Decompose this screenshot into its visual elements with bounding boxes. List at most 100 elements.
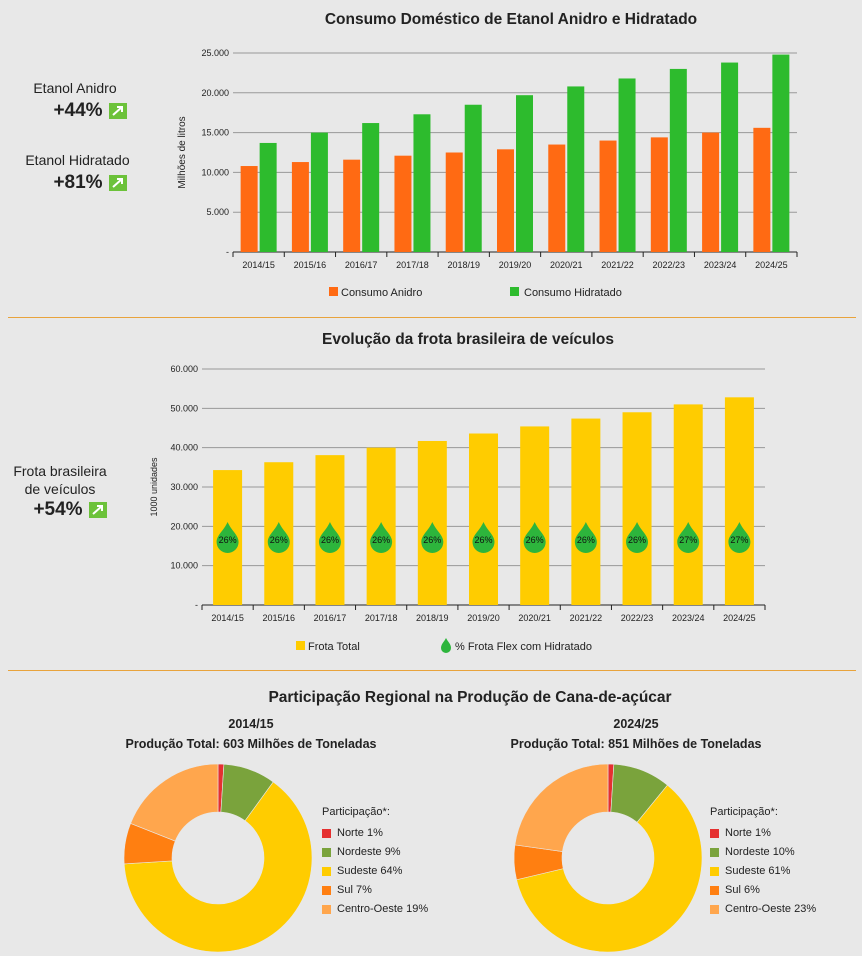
pie1-legend: Participação*: Norte 1% Nordeste 9% Sudeste…	[322, 806, 428, 922]
drop-icon	[472, 522, 495, 553]
growth-arrow-icon	[88, 502, 107, 518]
y-tick-label: 50.000	[170, 403, 198, 413]
y-tick-label: 20.000	[201, 88, 229, 98]
flex-pct-label: 27%	[730, 535, 748, 545]
pie1-year: 2014/15	[228, 717, 274, 731]
x-tick-label: 2020/21	[518, 613, 551, 623]
legend-swatch	[322, 866, 331, 876]
legend-item: Nordeste 10%	[710, 846, 816, 858]
legend-title: Participação*:	[710, 806, 778, 818]
frota-growth: +54%	[20, 499, 120, 521]
bar-anidro	[599, 140, 617, 252]
bar-frota	[673, 404, 703, 605]
frota-label-line1: Frota brasileira	[13, 463, 107, 479]
bar-frota	[724, 397, 754, 605]
x-tick-label: 2015/16	[262, 613, 295, 623]
frota-pct: +54%	[33, 499, 83, 520]
bar-frota	[571, 418, 601, 605]
x-tick-label: 2014/15	[211, 613, 244, 623]
ethanol-consumption-chart: - 5.000 10.000 15.000 20.000 25.000 Milhões de…	[177, 48, 798, 299]
legend-swatch-hidratado	[510, 287, 519, 296]
y-axis-label: Milhões de litros	[177, 116, 188, 188]
bar-anidro	[343, 159, 361, 252]
bar-hidratado	[721, 62, 739, 252]
legend-swatch	[710, 866, 719, 876]
legend-swatch	[322, 847, 331, 857]
x-tick-label: 2020/21	[550, 260, 583, 270]
pie-2014-15	[123, 763, 313, 953]
legend-item: Centro-Oeste 23%	[710, 903, 816, 915]
flex-pct-label: 26%	[577, 535, 595, 545]
chart1-title: Consumo Doméstico de Etanol Anidro e Hid…	[324, 11, 698, 28]
drop-icon	[728, 522, 751, 553]
bar-hidratado	[413, 114, 431, 253]
legend-title: Participação*:	[322, 806, 390, 818]
x-tick-label: 2016/17	[314, 613, 347, 623]
pie-slice	[123, 781, 313, 953]
legend-label: Nordeste 9%	[337, 846, 401, 858]
x-tick-label: 2023/24	[704, 260, 737, 270]
pie2-total: Produção Total: 851 Milhões de Toneladas	[510, 737, 762, 751]
bar-frota	[622, 412, 652, 605]
x-tick-label: 2015/16	[294, 260, 327, 270]
legend-label: Sul 6%	[725, 884, 760, 896]
legend-label-frota: Frota Total	[308, 641, 360, 653]
flex-pct-label: 26%	[628, 535, 646, 545]
legend-swatch	[710, 828, 719, 838]
legend-label-anidro: Consumo Anidro	[341, 287, 422, 299]
flex-pct-label: 26%	[526, 535, 544, 545]
x-tick-label: 2014/15	[242, 260, 275, 270]
legend-item: Sudeste 61%	[710, 865, 816, 877]
x-tick-label: 2018/19	[447, 260, 480, 270]
vehicle-fleet-chart: - 10.000 20.000 30.000 40.000 50.000 60.000 100…	[149, 364, 766, 653]
bar-hidratado	[772, 54, 790, 253]
legend-label: Centro-Oeste 23%	[725, 903, 817, 915]
section-divider	[8, 317, 856, 318]
hidratado-pct: +81%	[53, 172, 103, 193]
legend-swatch-anidro	[329, 287, 338, 296]
growth-arrow-icon	[108, 175, 127, 191]
legend-swatch	[710, 904, 719, 914]
legend-label-hidratado: Consumo Hidratado	[524, 287, 622, 299]
growth-arrow-icon	[108, 103, 127, 119]
drop-icon	[267, 522, 290, 553]
legend-label: Sudeste 61%	[725, 865, 791, 877]
bar-anidro	[445, 152, 463, 252]
bar-anidro	[394, 155, 412, 252]
bar-hidratado	[669, 68, 687, 252]
x-tick-label: 2023/24	[672, 613, 705, 623]
pie2-year: 2024/25	[613, 717, 659, 731]
bar-hidratado	[464, 104, 482, 253]
legend-item: Norte 1%	[710, 827, 816, 839]
flex-pct-label: 26%	[474, 535, 492, 545]
y-axis-label: 1000 unidades	[149, 457, 159, 517]
bar-hidratado	[516, 95, 533, 252]
pie-slice	[516, 784, 703, 953]
legend-drop-icon	[441, 638, 451, 653]
frota-label: Frota brasileira de veículos	[5, 462, 115, 498]
legend-swatch-frota	[296, 641, 305, 650]
bar-anidro	[291, 162, 309, 252]
legend-item: Nordeste 9%	[322, 846, 428, 858]
bar-anidro	[650, 137, 668, 252]
drop-icon	[370, 522, 393, 553]
legend-swatch	[710, 885, 719, 895]
flex-pct-label: 26%	[423, 535, 441, 545]
x-tick-label: 2024/25	[723, 613, 756, 623]
hidratado-label: Etanol Hidratado	[25, 152, 130, 168]
anidro-label: Etanol Anidro	[33, 80, 117, 96]
legend-label: Norte 1%	[337, 827, 383, 839]
y-tick-label: -	[226, 247, 229, 257]
x-tick-label: 2022/23	[653, 260, 686, 270]
legend-label-flex: % Frota Flex com Hidratado	[455, 641, 592, 653]
drop-icon	[574, 522, 597, 553]
pie2-legend: Participação*: Norte 1% Nordeste 10% Sudest…	[710, 806, 816, 922]
bar-anidro	[753, 127, 771, 252]
x-tick-label: 2017/18	[396, 260, 429, 270]
legend-item: Sul 6%	[710, 884, 816, 896]
bar-hidratado	[567, 86, 585, 252]
x-tick-label: 2017/18	[365, 613, 398, 623]
y-tick-label: -	[195, 600, 198, 610]
y-tick-label: 10.000	[170, 561, 198, 571]
anidro-pct: +44%	[53, 100, 103, 121]
